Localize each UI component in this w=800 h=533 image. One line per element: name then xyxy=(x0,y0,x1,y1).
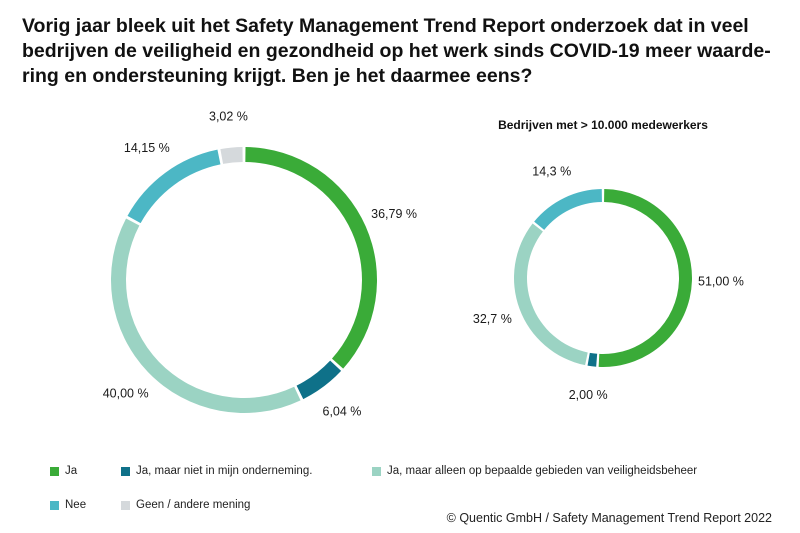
chart1-slice xyxy=(245,147,377,369)
title-line: bedrijven de veiligheid en gezondheid op… xyxy=(22,40,771,62)
chart2-slice xyxy=(587,352,598,367)
chart2-subtitle: Bedrijven met > 10.000 medewerkers xyxy=(498,118,708,132)
legend-swatch xyxy=(121,466,130,476)
legend-item-ja: Ja xyxy=(50,465,77,477)
chart2-data-label: 32,7 % xyxy=(473,312,512,326)
legend-item-ja-bepaalde: Ja, maar alleen op bepaalde gebieden van… xyxy=(372,465,697,477)
legend-label: Ja, maar niet in mijn onderneming. xyxy=(136,465,313,477)
legend-item-nee: Nee xyxy=(50,499,86,511)
chart2-slice xyxy=(598,189,692,367)
chart2-data-label: 14,3 % xyxy=(532,165,571,179)
chart1-slice xyxy=(127,149,221,224)
title-line: ring en ondersteuning krijgt. Ben je het… xyxy=(22,65,533,87)
chart1-data-label: 40,00 % xyxy=(103,387,149,401)
chart2-data-label: 2,00 % xyxy=(569,388,608,402)
legend-swatch xyxy=(372,466,381,476)
copyright-footer: © Quentic GmbH / Safety Management Trend… xyxy=(446,511,772,525)
chart1-slice xyxy=(110,218,301,413)
chart1-data-label: 36,79 % xyxy=(371,207,417,221)
legend-label: Geen / andere mening xyxy=(136,499,251,511)
chart2-slice xyxy=(514,223,588,366)
legend-label: Ja, maar alleen op bepaalde gebieden van… xyxy=(387,465,698,477)
legend-item-ja-niet: Ja, maar niet in mijn onderneming. xyxy=(121,465,312,477)
chart1-data-label: 6,04 % xyxy=(323,405,362,419)
chart1-slice xyxy=(296,360,342,400)
chart1-slice xyxy=(220,147,243,164)
legend-label: Ja xyxy=(65,465,78,477)
legend-swatch xyxy=(121,500,130,510)
legend-label: Nee xyxy=(65,499,87,511)
chart2-data-label: 51,00 % xyxy=(698,275,744,289)
title-line: Vorig jaar bleek uit het Safety Manageme… xyxy=(22,15,749,37)
chart2-slice xyxy=(534,189,602,230)
chart1-data-label: 14,15 % xyxy=(124,141,170,155)
legend-item-geen: Geen / andere mening xyxy=(121,499,250,511)
chart-title: Vorig jaar bleek uit het Safety Manageme… xyxy=(22,14,782,89)
legend-swatch xyxy=(50,466,59,476)
chart1-data-label: 3,02 % xyxy=(209,110,248,124)
legend-swatch xyxy=(50,500,59,510)
